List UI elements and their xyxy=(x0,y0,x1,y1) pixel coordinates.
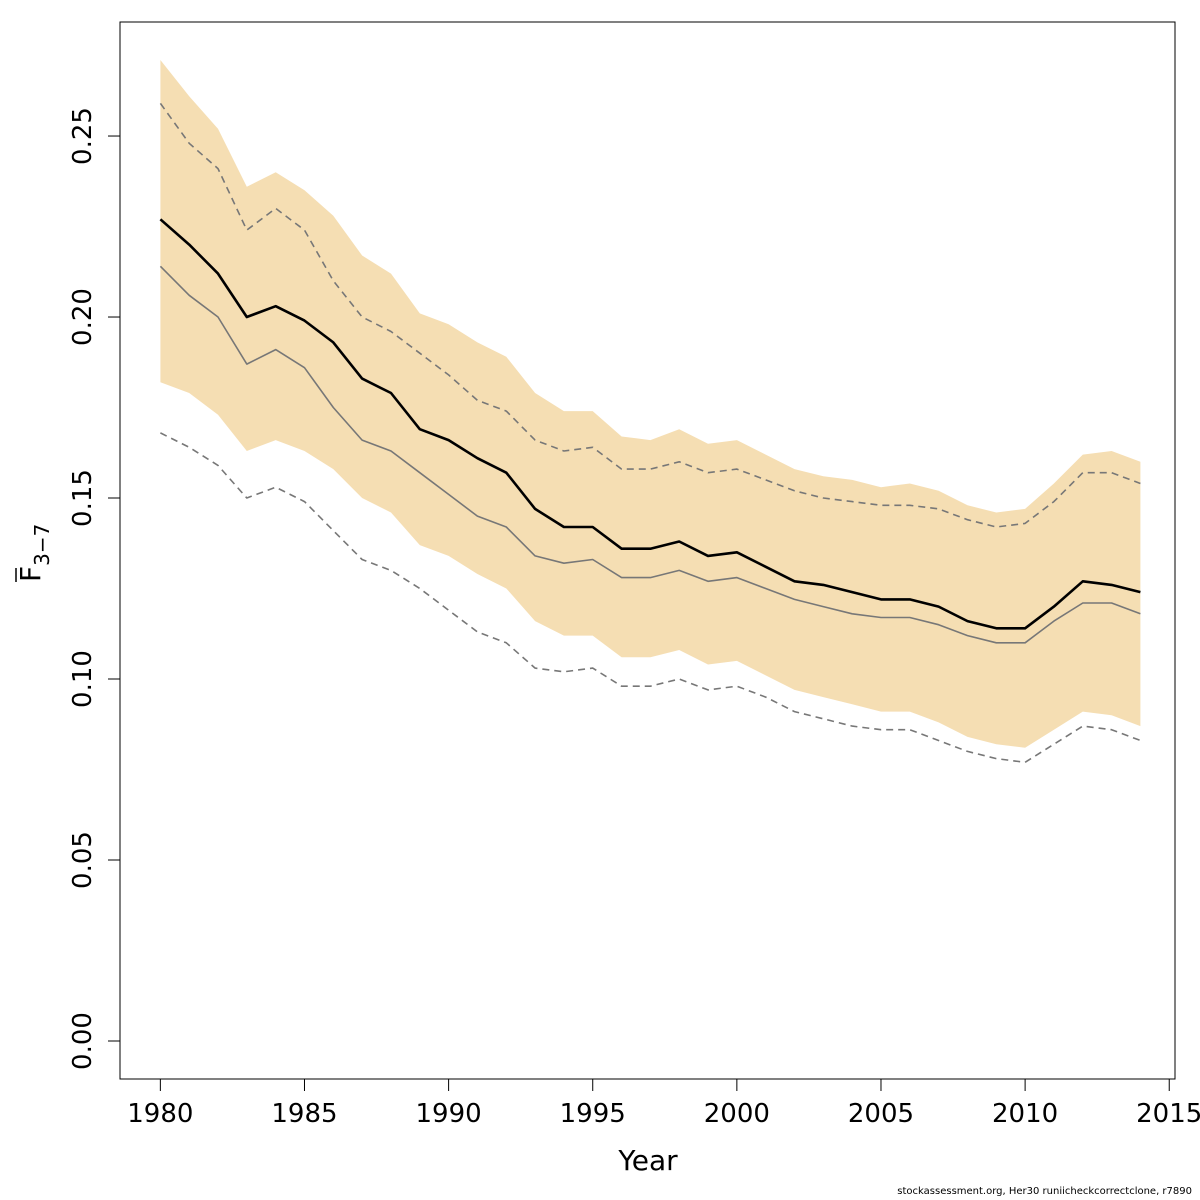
svg-text:F3−7: F3−7 xyxy=(14,524,54,582)
series-line-solid-black xyxy=(159,218,1141,630)
y-tick-label: 0.15 xyxy=(68,469,98,527)
x-axis-title: Year xyxy=(617,1144,678,1177)
y-axis-title-subscript: 3−7 xyxy=(30,524,54,566)
x-tick-label: 2015 xyxy=(1136,1099,1200,1129)
x-tick-label: 2010 xyxy=(992,1099,1058,1129)
y-tick-label: 0.00 xyxy=(68,1012,98,1070)
confidence-band-layer xyxy=(160,60,1141,748)
x-tick-label: 2005 xyxy=(848,1099,914,1129)
series-line-dashed-lower xyxy=(160,432,1141,764)
series-line-dashed-upper xyxy=(159,102,1141,528)
y-tick-label: 0.05 xyxy=(68,831,98,889)
x-tick-label: 1980 xyxy=(127,1099,193,1129)
x-tick-label: 1995 xyxy=(560,1099,626,1129)
y-tick-label: 0.20 xyxy=(68,288,98,346)
x-tick-label: 1985 xyxy=(271,1099,337,1129)
x-tick-label: 1990 xyxy=(416,1099,482,1129)
y-axis-title: F3−7 xyxy=(14,524,54,582)
confidence-band xyxy=(160,60,1141,748)
series-line-solid-grey xyxy=(159,265,1141,644)
x-axis: 1980 1985 1990 1995 2000 2005 2010 2015 xyxy=(127,1078,1200,1129)
y-tick-label: 0.25 xyxy=(68,107,98,165)
series-layer xyxy=(159,102,1141,764)
y-tick-label: 0.10 xyxy=(68,650,98,708)
y-axis-title-main: F xyxy=(14,566,47,582)
x-tick-label: 2000 xyxy=(704,1099,770,1129)
y-axis: 0.00 0.05 0.10 0.15 0.20 0.25 xyxy=(68,107,121,1070)
footer-note: stockassessment.org, Her30 runiicheckcor… xyxy=(897,1186,1192,1197)
